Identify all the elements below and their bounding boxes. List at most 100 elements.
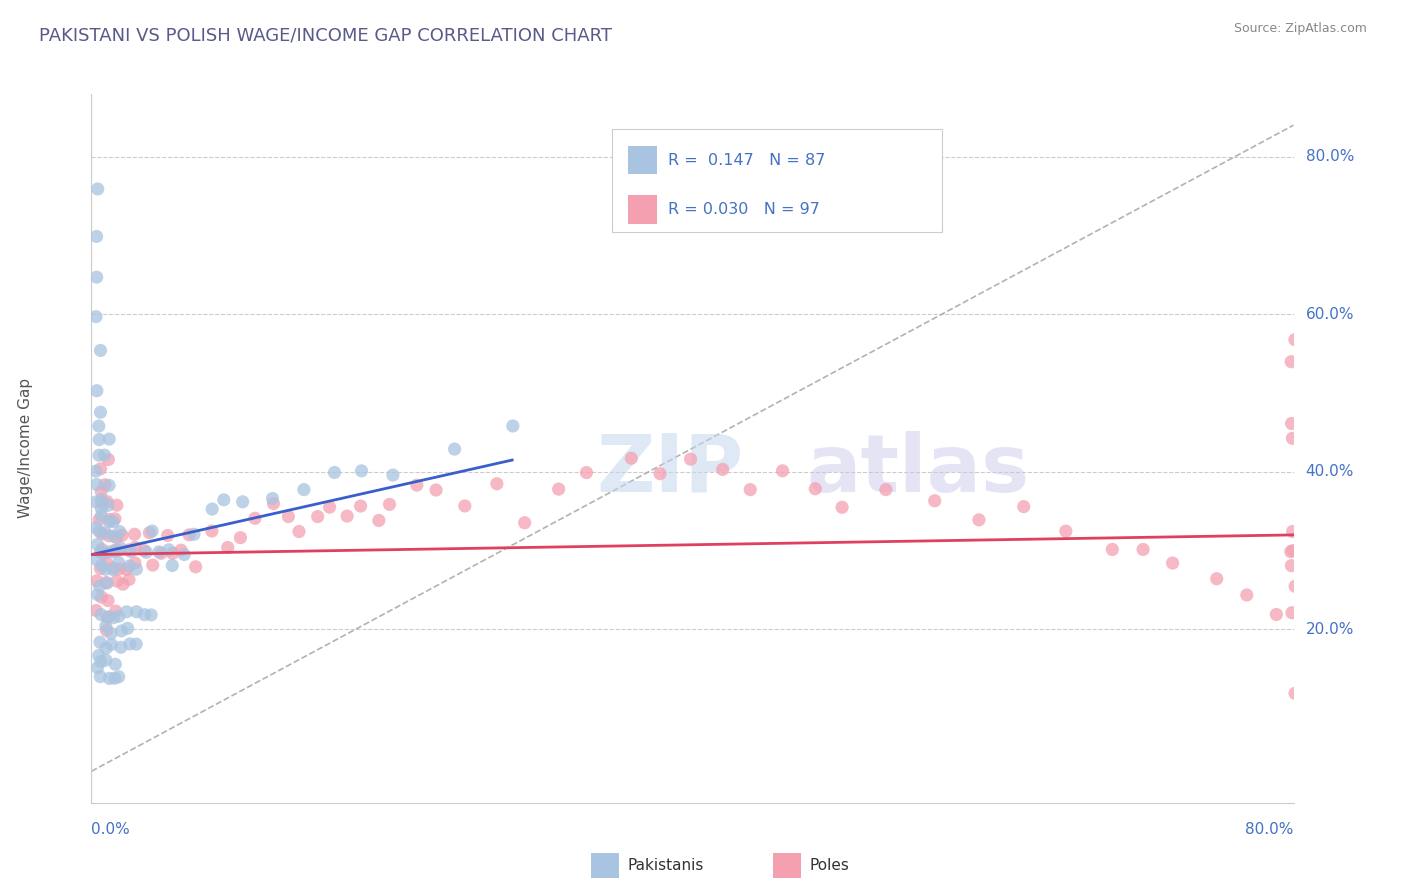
Point [138,525,160,540]
Point [89,405,111,419]
Point [94,653,117,667]
Point [125,562,148,576]
Point [162,546,184,560]
Point [118,542,141,557]
Text: Wage/Income Gap: Wage/Income Gap [18,378,32,518]
Text: R =  0.147   N = 87: R = 0.147 N = 87 [668,153,825,168]
Point [90,492,112,507]
Point [1281,558,1303,573]
Point [454,499,477,513]
Point [90,462,112,476]
Point [135,545,157,559]
Point [103,561,125,575]
Point [292,483,315,497]
Point [125,637,148,651]
Point [173,548,195,562]
Point [229,531,252,545]
Point [98,478,121,492]
Point [89,579,111,593]
Point [1281,524,1303,539]
Point [86,537,108,551]
Point [277,509,299,524]
Point [90,508,112,523]
Point [84,495,107,509]
Point [90,526,112,541]
Point [100,637,122,651]
Point [96,494,118,508]
Point [217,541,239,555]
Point [96,624,118,638]
Point [86,553,108,567]
Point [111,528,134,542]
Text: 80.0%: 80.0% [1246,822,1294,838]
Point [103,529,125,543]
Point [107,609,129,624]
Point [93,448,115,462]
Point [111,577,134,591]
Point [156,528,179,542]
Point [443,442,465,456]
Point [648,467,671,481]
Point [1284,686,1306,700]
Point [104,512,127,526]
Point [243,511,266,525]
Point [711,462,734,476]
Point [89,635,111,649]
Point [201,524,224,538]
Point [96,610,118,624]
Point [118,573,141,587]
Point [89,545,111,559]
Point [1132,542,1154,557]
Text: 60.0%: 60.0% [1306,307,1354,322]
Point [350,464,373,478]
Point [87,648,110,663]
Point [108,562,131,576]
Point [502,419,524,434]
Point [367,513,389,527]
Point [157,542,180,557]
Point [97,452,120,467]
Text: 0.0%: 0.0% [91,822,131,838]
Point [924,493,946,508]
Point [141,524,163,538]
Point [124,556,146,570]
Point [1281,431,1303,445]
Point [201,502,224,516]
Point [179,528,201,542]
Point [84,464,107,478]
Point [620,451,643,466]
Point [212,492,235,507]
Point [89,670,111,684]
Point [378,497,401,511]
Point [86,477,108,491]
Point [89,561,111,575]
Text: Pakistanis: Pakistanis [627,858,703,872]
Point [772,464,794,478]
Point [142,558,165,572]
Point [1284,579,1306,593]
Point [86,384,108,398]
Point [97,609,120,624]
Point [86,229,108,244]
Text: R = 0.030   N = 97: R = 0.030 N = 97 [668,202,820,217]
Point [86,588,108,602]
Point [1282,543,1305,558]
Point [740,483,762,497]
Point [124,541,146,555]
Point [405,478,427,492]
Point [183,527,205,541]
Point [89,433,111,447]
Point [87,524,110,539]
Point [107,670,129,684]
Point [104,604,127,618]
Point [110,541,132,555]
Point [804,482,827,496]
Point [1284,333,1306,347]
Point [90,484,112,499]
Point [98,512,121,526]
Point [124,527,146,541]
Point [84,603,107,617]
Point [98,515,121,529]
Point [381,468,404,483]
Point [101,515,124,529]
